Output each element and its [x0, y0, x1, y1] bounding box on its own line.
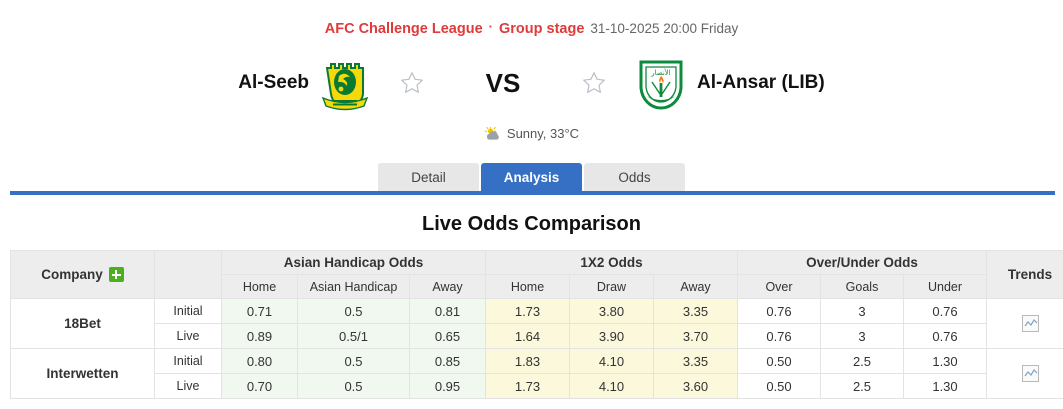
row-kind: Initial — [154, 348, 222, 374]
cell-1x2-away: 3.60 — [653, 373, 738, 399]
company-name[interactable]: Interwetten — [10, 348, 155, 399]
cell-1x2-home: 1.73 — [485, 373, 570, 399]
table-row: Live 0.89 0.5/1 0.65 1.64 3.90 3.70 0.76… — [11, 323, 1063, 349]
cell-ou-under: 0.76 — [903, 298, 987, 324]
cell-ah-away: 0.85 — [409, 348, 486, 374]
weather-text: Sunny, 33°C — [506, 126, 580, 141]
trends-cell[interactable] — [986, 298, 1063, 349]
cell-ou-over: 0.76 — [737, 298, 821, 324]
separator-dot: · — [488, 19, 493, 34]
cell-ah-line: 0.5 — [297, 348, 410, 374]
table-header-sub-row: Home Asian Handicap Away Home Draw Away … — [11, 274, 1063, 299]
row-kind: Live — [154, 323, 222, 349]
tab-bar: Detail Analysis Odds — [0, 162, 1063, 192]
table-row: 18Bet Initial 0.71 0.5 0.81 1.73 3.80 3.… — [10, 298, 1063, 349]
header-ah-home: Home — [221, 274, 298, 299]
cell-1x2-draw: 4.10 — [569, 373, 654, 399]
competition-stage: Group stage — [499, 21, 585, 37]
svg-text:الأنصار: الأنصار — [650, 68, 671, 77]
plus-icon[interactable] — [108, 267, 124, 282]
cell-ah-line: 0.5 — [297, 298, 410, 324]
cell-ou-over: 0.50 — [737, 373, 821, 399]
match-header: AFC Challenge League · Group stage 31-10-20… — [0, 0, 1063, 141]
cell-ou-under: 1.30 — [903, 373, 987, 399]
company-name[interactable]: 18Bet — [10, 298, 155, 349]
row-kind: Live — [154, 373, 222, 399]
cell-ou-goals: 2.5 — [820, 348, 904, 374]
header-company[interactable]: Company — [10, 250, 155, 299]
tab-underline-rule — [10, 191, 1055, 195]
header-ah-line: Asian Handicap — [297, 274, 410, 299]
trend-chart-icon[interactable] — [1021, 365, 1039, 383]
teams-row: Al-Seeb VS — [0, 52, 1063, 114]
trends-cell[interactable] — [986, 348, 1063, 399]
cell-ah-away: 0.81 — [409, 298, 486, 324]
page-title: Live Odds Comparison — [422, 213, 641, 235]
cell-ah-home: 0.80 — [221, 348, 298, 374]
header-group-over-under: Over/Under Odds — [737, 250, 987, 275]
tab-odds[interactable]: Odds — [584, 163, 685, 192]
cell-ah-home: 0.89 — [221, 323, 298, 349]
cell-1x2-home: 1.73 — [485, 298, 570, 324]
live-odds-comparison-table: Company Asian Handicap Odds 1X2 Odds Ove… — [10, 250, 1063, 399]
cell-1x2-away: 3.70 — [653, 323, 738, 349]
table-row: Live 0.70 0.5 0.95 1.73 4.10 3.60 0.50 2… — [11, 373, 1063, 399]
header-trends: Trends — [986, 250, 1063, 299]
tab-detail[interactable]: Detail — [378, 163, 479, 192]
cell-1x2-draw: 3.80 — [569, 298, 654, 324]
cell-1x2-away: 3.35 — [653, 348, 738, 374]
cell-1x2-draw: 4.10 — [569, 348, 654, 374]
cell-1x2-draw: 3.90 — [569, 323, 654, 349]
header-group-1x2: 1X2 Odds — [485, 250, 738, 275]
cell-ou-goals: 2.5 — [820, 373, 904, 399]
cell-ou-under: 1.30 — [903, 348, 987, 374]
competition-line: AFC Challenge League · Group stage 31-10-20… — [0, 19, 1063, 38]
header-ah-away: Away — [409, 274, 486, 299]
competition-name[interactable]: AFC Challenge League — [324, 21, 483, 37]
table-head: Company Asian Handicap Odds 1X2 Odds Ove… — [10, 250, 1063, 299]
row-kind: Initial — [154, 298, 222, 324]
vs-label: VS — [485, 67, 521, 98]
favorite-star-home-icon[interactable] — [399, 70, 425, 96]
header-kind-blank — [154, 250, 222, 299]
home-team-name[interactable]: Al-Seeb — [238, 72, 309, 93]
cell-ah-away: 0.95 — [409, 373, 486, 399]
cell-ou-over: 0.50 — [737, 348, 821, 374]
cell-1x2-home: 1.83 — [485, 348, 570, 374]
match-datetime: 31-10-2025 20:00 Friday — [590, 21, 739, 36]
cell-ou-under: 0.76 — [903, 323, 987, 349]
away-team-crest: الأنصار — [635, 54, 687, 112]
odds-table-wrap: Company Asian Handicap Odds 1X2 Odds Ove… — [10, 250, 1063, 399]
cell-ah-home: 0.71 — [221, 298, 298, 324]
header-1x2-home: Home — [485, 274, 570, 299]
cell-ah-away: 0.65 — [409, 323, 486, 349]
favorite-star-away-icon[interactable] — [581, 70, 607, 96]
cell-ah-line: 0.5 — [297, 373, 410, 399]
cell-ah-home: 0.70 — [221, 373, 298, 399]
cell-1x2-home: 1.64 — [485, 323, 570, 349]
table-row: Interwetten Initial 0.80 0.5 0.85 1.83 4… — [10, 348, 1063, 399]
cell-ou-over: 0.76 — [737, 323, 821, 349]
header-ou-goals: Goals — [820, 274, 904, 299]
away-team-name[interactable]: Al-Ansar (LIB) — [697, 72, 825, 93]
weather-sunny-cloud-icon — [484, 126, 502, 141]
header-company-label: Company — [41, 267, 103, 282]
cell-ou-goals: 3 — [820, 323, 904, 349]
header-1x2-away: Away — [653, 274, 738, 299]
tab-analysis[interactable]: Analysis — [481, 163, 582, 192]
header-group-asian-handicap: Asian Handicap Odds — [221, 250, 486, 275]
table-body: 18Bet Initial 0.71 0.5 0.81 1.73 3.80 3.… — [10, 298, 1063, 399]
cell-1x2-away: 3.35 — [653, 298, 738, 324]
weather-info: Sunny, 33°C — [0, 126, 1063, 141]
cell-ou-goals: 3 — [820, 298, 904, 324]
table-header-group-row: Company Asian Handicap Odds 1X2 Odds Ove… — [10, 250, 1063, 299]
cell-ah-line: 0.5/1 — [297, 323, 410, 349]
header-ou-over: Over — [737, 274, 821, 299]
trend-chart-icon[interactable] — [1021, 315, 1039, 333]
home-team-crest — [319, 54, 371, 112]
header-1x2-draw: Draw — [569, 274, 654, 299]
header-ou-under: Under — [903, 274, 987, 299]
